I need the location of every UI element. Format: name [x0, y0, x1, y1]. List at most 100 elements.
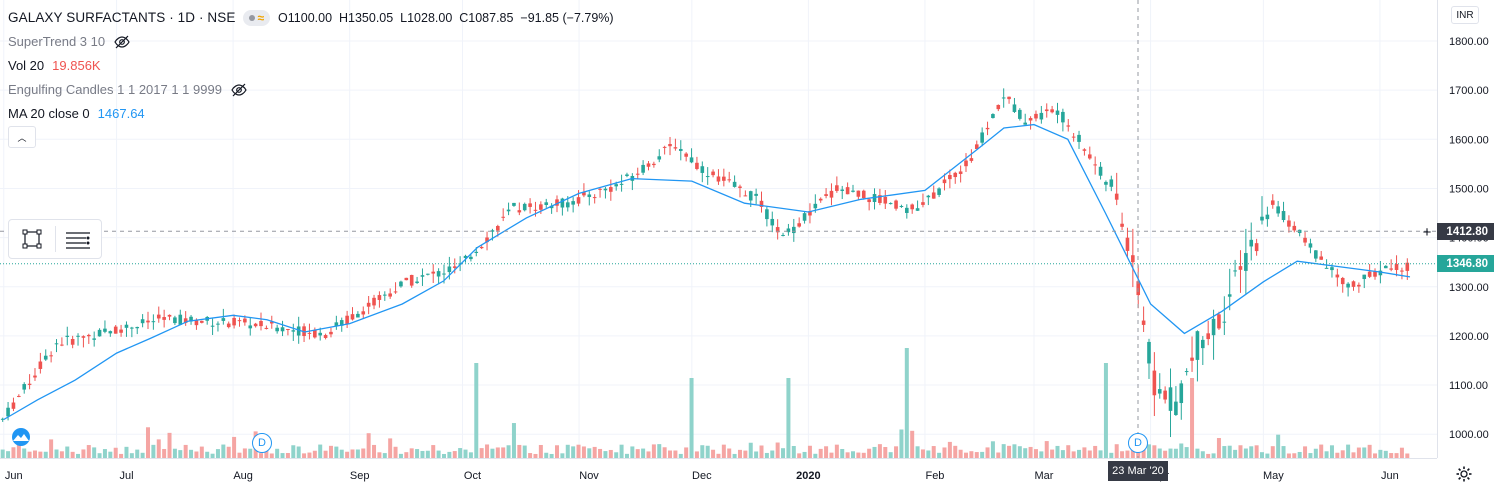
- candle-body: [560, 198, 565, 208]
- volume-bar: [16, 441, 21, 458]
- volume-bar: [86, 445, 91, 458]
- object-tree-button[interactable]: [56, 220, 102, 258]
- dividend-marker[interactable]: D: [1128, 433, 1148, 453]
- eye-off-icon[interactable]: [113, 35, 131, 49]
- candle-body: [1174, 401, 1178, 415]
- candle-body: [840, 189, 845, 191]
- candle-body: [609, 187, 613, 192]
- candle-body: [103, 328, 107, 332]
- collapse-legend-button[interactable]: ︿: [8, 126, 36, 148]
- volume-bar: [668, 450, 673, 458]
- volume-bar: [307, 452, 312, 458]
- volume-bar: [323, 450, 328, 458]
- volume-bar: [1103, 363, 1108, 458]
- candle-body: [479, 246, 484, 249]
- volume-bar: [1179, 443, 1184, 458]
- data-delay-icon: ≈: [257, 11, 265, 25]
- gear-icon[interactable]: [1456, 466, 1472, 482]
- candle-body: [11, 402, 16, 409]
- volume-bar: [1227, 445, 1232, 458]
- indicator-volume[interactable]: Vol 20 19.856K: [8, 54, 614, 78]
- volume-bar: [1050, 449, 1055, 458]
- candle-body: [1346, 283, 1350, 288]
- volume-bar: [894, 446, 899, 458]
- volume-bar: [947, 441, 952, 458]
- volume-bar: [355, 449, 360, 458]
- volume-bar: [926, 450, 931, 458]
- candle-body: [38, 361, 43, 369]
- indicator-name: SuperTrend 3 10: [8, 34, 106, 49]
- candle-body: [565, 202, 570, 208]
- candle-body: [307, 332, 312, 334]
- candle-body: [1303, 237, 1307, 243]
- candle-body: [135, 326, 140, 329]
- volume-bar: [43, 451, 48, 458]
- volume-bar: [770, 450, 775, 458]
- indicator-engulfing[interactable]: Engulfing Candles 1 1 2017 1 1 9999: [8, 78, 614, 102]
- rectangle-tool-button[interactable]: [9, 220, 55, 258]
- volume-bar: [834, 444, 839, 458]
- volume-bar: [888, 452, 893, 458]
- volume-bar: [291, 445, 296, 458]
- volume-bar: [1249, 446, 1254, 458]
- candle-body: [323, 335, 328, 338]
- volume-bar: [533, 453, 538, 458]
- candle-body: [1077, 134, 1081, 142]
- dividend-marker[interactable]: D: [252, 433, 272, 453]
- candle-body: [1217, 314, 1221, 329]
- candle-body: [382, 294, 387, 296]
- volume-bar: [775, 442, 780, 458]
- candle-body: [835, 185, 839, 191]
- candle-body: [501, 216, 505, 218]
- volume-bar: [877, 444, 882, 458]
- volume-bar: [1383, 450, 1388, 458]
- currency-label[interactable]: INR: [1451, 6, 1479, 24]
- candle-body: [996, 104, 1001, 110]
- candle-body: [1012, 104, 1017, 112]
- volume-bar: [468, 452, 473, 458]
- volume-bar: [1281, 446, 1286, 458]
- indicator-value: 1467.64: [97, 106, 145, 121]
- candle-body: [1104, 181, 1108, 185]
- volume-bar: [1173, 448, 1178, 458]
- candle-body: [431, 271, 436, 274]
- indicator-supertrend[interactable]: SuperTrend 3 10: [8, 30, 614, 54]
- symbol-title[interactable]: GALAXY SURFACTANTS · 1D · NSE: [8, 10, 236, 25]
- volume-bar: [840, 448, 845, 458]
- volume-bar: [727, 448, 732, 458]
- candle-body: [22, 384, 27, 390]
- volume-bar: [1329, 445, 1334, 458]
- candle-body: [54, 343, 59, 345]
- rectangle-icon: [22, 229, 42, 249]
- market-status-pill[interactable]: ≈: [243, 10, 271, 26]
- candle-body: [1260, 216, 1264, 221]
- candle-body: [1201, 339, 1205, 349]
- volume-bar: [1130, 448, 1135, 458]
- candle-body: [162, 317, 166, 320]
- candle-body: [506, 209, 511, 212]
- volume-bar: [867, 448, 872, 458]
- candle-body: [1028, 118, 1033, 121]
- add-alert-plus-icon[interactable]: +: [1422, 223, 1432, 241]
- eye-off-icon[interactable]: [230, 83, 248, 97]
- volume-bar: [694, 451, 699, 458]
- candle-body: [646, 163, 651, 167]
- volume-bar: [232, 436, 237, 458]
- volume-bar: [1405, 453, 1410, 458]
- volume-bar: [226, 446, 231, 458]
- volume-bar: [1243, 448, 1248, 458]
- candle-body: [1114, 193, 1119, 200]
- chart-legend: GALAXY SURFACTANTS · 1D · NSE ≈ O1100.00…: [8, 6, 614, 126]
- volume-bar: [345, 451, 350, 458]
- volume-bar: [1163, 450, 1168, 458]
- volume-bar: [581, 446, 586, 458]
- tradingview-logo-icon[interactable]: [6, 428, 36, 446]
- chevron-up-icon: ︿: [17, 132, 27, 143]
- indicator-value: 19.856K: [52, 58, 101, 73]
- volume-bar: [452, 451, 457, 458]
- candle-body: [598, 188, 602, 190]
- indicator-ma[interactable]: MA 20 close 0 1467.64: [8, 102, 614, 126]
- candle-body: [964, 160, 968, 167]
- candle-body: [1270, 200, 1275, 205]
